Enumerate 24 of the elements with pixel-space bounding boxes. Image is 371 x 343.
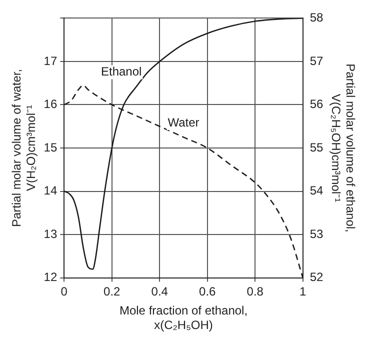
- x-tick-label: 0: [60, 284, 68, 298]
- y2-tick-label: 57: [310, 54, 324, 68]
- y2-tick-label: 53: [310, 226, 324, 241]
- series-label: Water: [168, 115, 200, 130]
- y2-axis-title: Partial molar volume of ethanol, V(C₂H₅OH)cm³mol⁻¹: [329, 64, 358, 232]
- x-tick-label: 0.6: [199, 284, 216, 298]
- x-tick-label: 0.8: [246, 284, 264, 298]
- y-axis-title: Partial molar volume of water, V(H₂O)cm³mol⁻¹: [10, 68, 38, 228]
- y-tick-label: 14: [44, 184, 58, 198]
- y-tick-label: 15: [44, 140, 58, 154]
- series-label: Ethanol: [100, 64, 142, 79]
- y2-tick-label: 58: [310, 10, 324, 25]
- x-tick-label: 0.4: [151, 284, 168, 298]
- y-tick-label: 13: [44, 226, 58, 241]
- y2-tick-label: 52: [310, 270, 324, 284]
- x-axis-title: Mole fraction of ethanol, x(C₂H₅OH): [119, 304, 248, 332]
- y2-tick-label: 56: [310, 97, 324, 112]
- y-tick-label: 16: [44, 97, 58, 112]
- y2-tick-label: 55: [310, 140, 324, 154]
- y-tick-label: 17: [44, 54, 58, 68]
- y2-tick-label: 54: [310, 184, 324, 198]
- y-tick-label: 12: [44, 270, 58, 284]
- x-tick-label: 0.2: [104, 284, 121, 298]
- x-tick-label: 1: [300, 284, 307, 298]
